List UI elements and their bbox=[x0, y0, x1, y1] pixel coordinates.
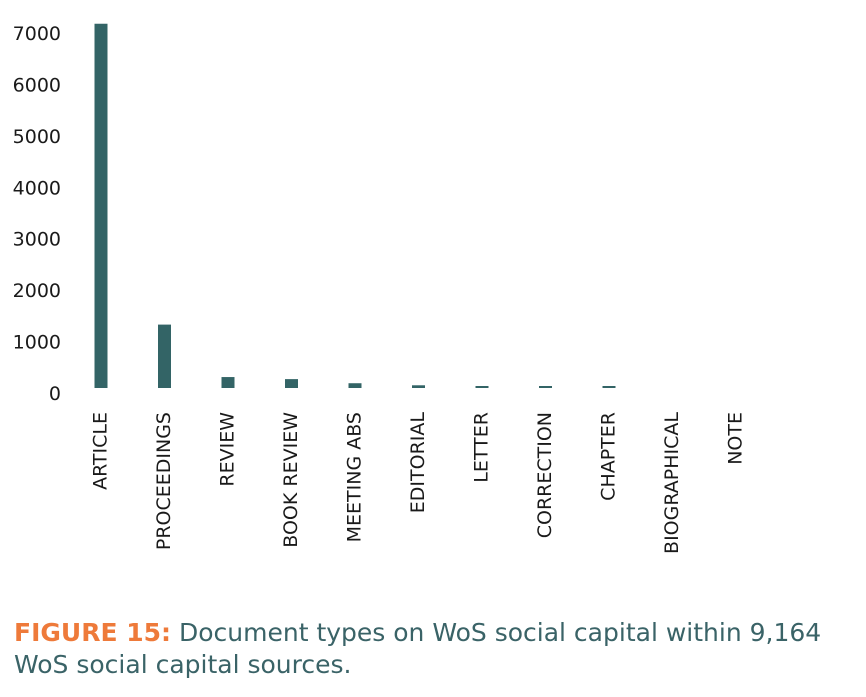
bar-correction bbox=[539, 386, 552, 388]
y-tick-label: 6000 bbox=[13, 74, 61, 96]
y-tick-label: 0 bbox=[49, 383, 61, 405]
y-tick-label: 2000 bbox=[13, 280, 61, 302]
bar-book-review bbox=[285, 379, 298, 388]
bar-proceedings bbox=[158, 324, 171, 388]
x-tick-label: MEETING ABS bbox=[344, 412, 366, 542]
figure-caption-text: Document types on WoS social capital wit… bbox=[14, 618, 822, 679]
bar-chart: 0 1000 2000 3000 4000 5000 6000 7000 ARTICLE PRO… bbox=[13, 23, 747, 554]
x-tick-label: EDITORIAL bbox=[407, 412, 429, 514]
x-tick-label: CHAPTER bbox=[598, 412, 620, 501]
x-tick-label: BIOGRAPHICAL bbox=[661, 412, 683, 554]
y-tick-label: 1000 bbox=[13, 332, 61, 354]
x-tick-label: ARTICLE bbox=[90, 412, 112, 490]
y-tick-label: 3000 bbox=[13, 229, 61, 251]
y-tick-label: 5000 bbox=[13, 126, 61, 148]
bar-meeting-abs bbox=[348, 383, 362, 388]
bar-review bbox=[221, 377, 235, 388]
y-axis: 0 1000 2000 3000 4000 5000 6000 7000 bbox=[13, 23, 61, 405]
x-tick-label: NOTE bbox=[725, 412, 747, 465]
x-tick-label: PROCEEDINGS bbox=[153, 412, 175, 550]
bar-editorial bbox=[412, 385, 425, 388]
y-tick-label: 7000 bbox=[13, 23, 61, 45]
figure-caption-label: FIGURE 15: bbox=[14, 618, 172, 647]
x-axis: ARTICLE PROCEEDINGS REVIEW BOOK REVIEW MEETI… bbox=[90, 412, 747, 554]
y-tick-label: 4000 bbox=[13, 177, 61, 199]
bar-article bbox=[94, 23, 108, 388]
x-tick-label: LETTER bbox=[471, 412, 493, 483]
x-tick-label: CORRECTION bbox=[534, 412, 556, 538]
x-tick-label: REVIEW bbox=[217, 412, 239, 487]
bars bbox=[94, 23, 616, 388]
x-tick-label: BOOK REVIEW bbox=[280, 412, 302, 548]
bar-chapter bbox=[602, 386, 616, 388]
bar-letter bbox=[475, 386, 489, 388]
figure-caption: FIGURE 15: Document types on WoS social … bbox=[14, 617, 854, 681]
